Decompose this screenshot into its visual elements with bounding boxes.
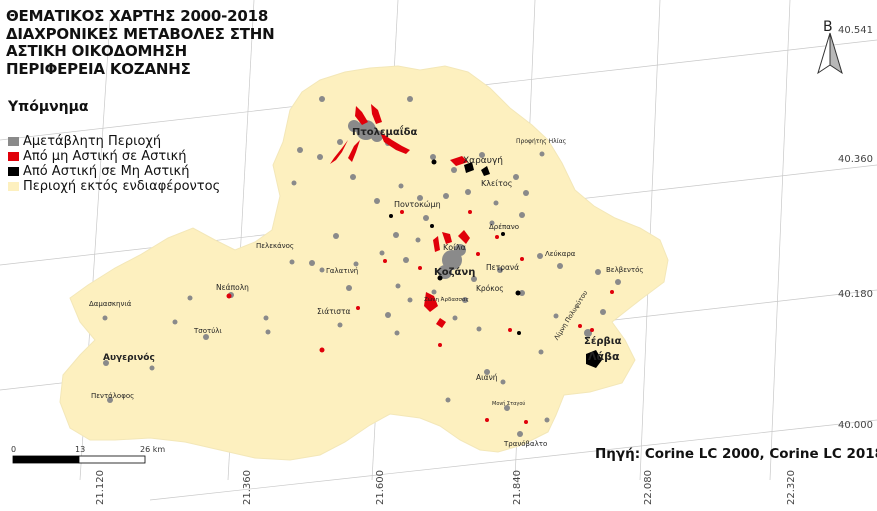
place-label: Δαμασκηνιά [89,300,132,308]
legend-label: Αμετάβλητη Περιοχή [23,134,162,149]
lon-label: 21.120 [95,470,106,505]
lat-labels: 40.541 40.360 40.180 40.000 [838,25,873,431]
lon-label: 21.600 [375,470,386,505]
legend: Αμετάβλητη Περιοχή Από μη Αστική σε Αστι… [8,134,220,194]
place-label: Σιάτιστα [317,307,351,316]
lon-label: 22.320 [786,470,797,505]
place-label: Πτολεμαΐδα [352,124,418,138]
title-line: ΑΣΤΙΚΗ ΟΙΚΟΔΟΜΗΣΗ [6,42,188,60]
lat-label: 40.360 [838,154,873,165]
lon-label: 21.840 [512,470,523,505]
place-label: Τρανόβαλτο [503,440,547,448]
place-label: Κοζάνη [434,266,475,278]
title-line: ΘΕΜΑΤΙΚΟΣ ΧΑΡΤΗΣ 2000-2018 [6,7,269,25]
place-label: Προφήτης Ηλίας [516,138,566,145]
place-label: Ζώνη Άρδασσας [424,296,469,303]
north-arrow: Β [817,19,843,75]
place-label: Δρέπανο [489,223,519,231]
place-label: Αιανή [476,373,498,382]
legend-label: Από μη Αστική σε Αστική [23,149,187,164]
source-credit: Πηγή: Corine LC 2000, Corine LC 2018 [595,446,877,462]
lat-label: 40.180 [838,289,873,300]
title-line: ΠΕΡΙΦΕΡΕΙΑ ΚΟΖΑΝΗΣ [6,59,191,78]
place-label: Αυγερινός [103,352,155,363]
place-label: Πετρανά [486,263,519,272]
title-line: ΔΙΑΧΡΟΝΙΚΕΣ ΜΕΤΑΒΟΛΕΣ ΣΤΗΝ [6,24,275,43]
legend-item: Από μη Αστική σε Αστική [8,149,220,164]
legend-item: Αμετάβλητη Περιοχή [8,134,220,149]
place-label: Βελβεντός [606,266,644,274]
region-kozani [59,65,669,461]
place-label: Τσοτύλι [193,327,222,335]
place-labels: Πτολεμαΐδα Προφήτης Ηλίας Χαραυγή Κλείτο… [89,124,644,448]
lon-label: 21.360 [242,470,253,505]
legend-label: Από Αστική σε Μη Αστική [23,164,190,179]
north-arrow-label: Β [823,19,833,35]
scale-label-13: 13 [75,445,85,454]
place-label: Μονή Σταγού [492,400,525,407]
legend-item: Περιοχή εκτός ενδιαφέροντος [8,179,220,194]
place-label: Πελεκάνος [256,242,294,250]
place-label: Πεντάλοφος [91,392,134,400]
legend-swatch-unchanged [8,137,19,146]
map-title: ΘΕΜΑΤΙΚΟΣ ΧΑΡΤΗΣ 2000-2018 ΔΙΑΧΡΟΝΙΚΕΣ Μ… [6,7,275,78]
legend-title: Υπόμνημα [8,99,89,115]
lon-label: 22.080 [643,470,654,505]
place-label: Λεύκαρα [545,250,576,258]
place-label: Κρόκος [476,284,504,293]
lat-label: 40.541 [838,25,873,36]
place-label: Ποντοκώμη [394,199,441,209]
place-label: Σέρβια [584,335,622,347]
place-label: Κλείτος [481,179,512,188]
land-cover-patches [102,96,621,437]
scale-bar: 0 13 26 km [11,445,165,464]
lon-labels: 21.120 21.360 21.600 21.840 22.080 22.32… [95,470,797,505]
legend-swatch-new-urban [8,152,19,161]
place-label: Λάβα [588,350,620,363]
place-label: Χαραυγή [463,156,503,166]
place-label: Κοίλα [443,243,466,252]
legend-item: Από Αστική σε Μη Αστική [8,164,220,179]
scale-label-26: 26 km [140,445,165,454]
legend-swatch-lost-urban [8,167,19,176]
lat-label: 40.000 [838,420,873,431]
place-label-line: Προφήτης Ηλίας [516,138,566,145]
legend-label: Περιοχή εκτός ενδιαφέροντος [23,179,221,194]
scale-label-0: 0 [11,445,16,454]
place-label: Νεάπολη [216,283,249,292]
place-label: Γαλατινή [326,267,358,275]
legend-swatch-outside [8,182,19,191]
